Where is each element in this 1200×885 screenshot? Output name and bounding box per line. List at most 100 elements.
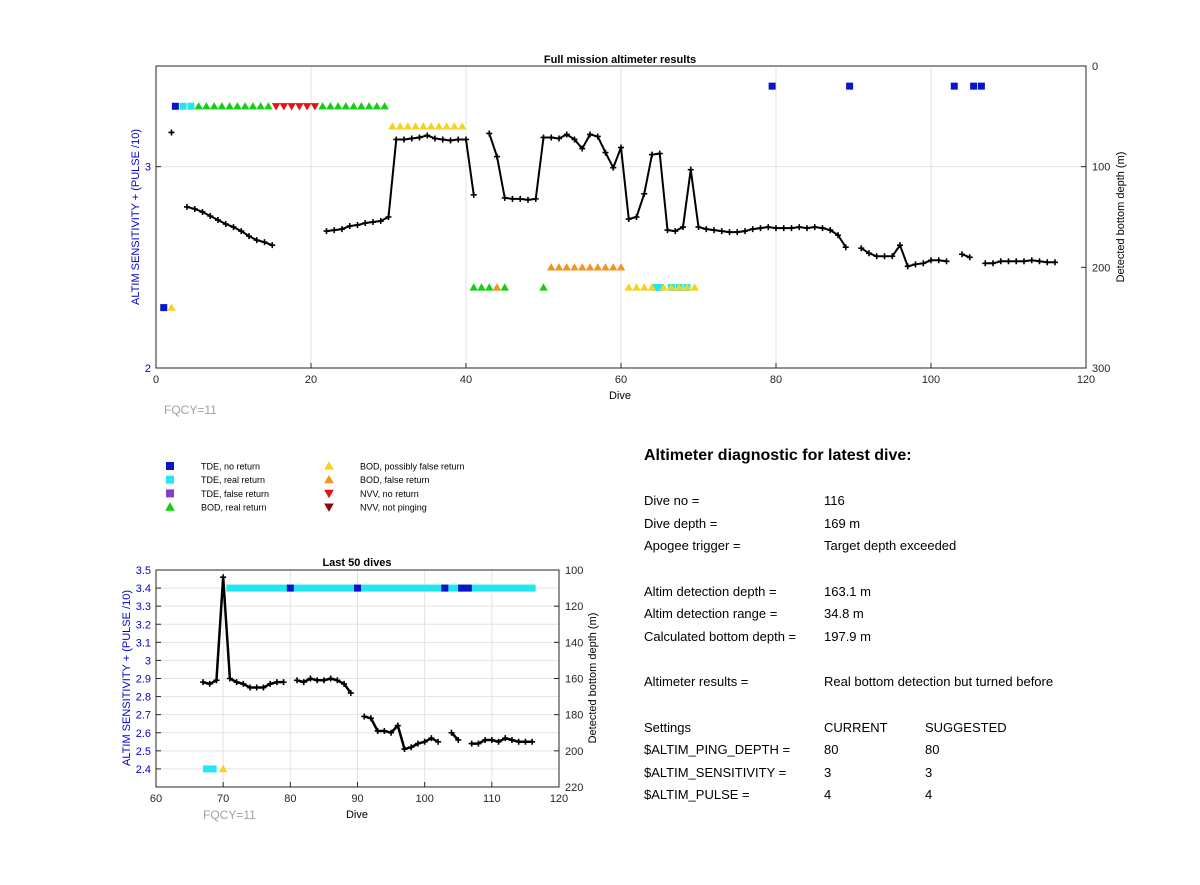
bod-possibly-false-return-marker [419,122,428,130]
diagnostic-title: Altimeter diagnostic for latest dive: [644,447,912,464]
x-tick-label: 40 [460,374,472,386]
tde-real-return-marker [501,584,509,592]
y-left-tick-label: 3.3 [136,601,151,613]
depth-point [773,225,779,232]
bod-real-return-marker [202,102,211,110]
bod-false-return-marker [554,263,564,271]
depth-point [680,224,686,231]
depth-point [267,680,274,687]
tde-real-return-marker [293,584,301,592]
depth-point [819,225,826,232]
depth-point [233,679,240,686]
depth-point [959,251,965,258]
nvv-not-pinging-legend-icon [324,503,334,512]
depth-point [522,738,529,745]
depth-point [331,227,338,234]
y-left-tick-label: 2.9 [136,674,151,686]
chart-title: Last 50 dives [322,557,391,569]
depth-point [388,729,395,736]
tde-real-return-marker [239,584,247,592]
tde-real-return-marker [226,584,234,592]
current-label: CURRENT [824,720,888,735]
depth-point [455,736,462,743]
y-left-tick-label: 3 [145,655,151,667]
bod-false-return-marker [578,263,587,271]
tde-real-return-marker [259,584,267,592]
tde-no-return-marker [768,82,776,90]
bod-real-return-marker [477,283,486,291]
apogee-label: Apogee trigger = [644,538,741,553]
depth-point [307,675,314,682]
bod-possibly-false-return-marker [411,122,420,130]
tde-real-return-marker [327,584,335,592]
depth-point [421,738,428,745]
depth-point [757,225,764,232]
depth-point [439,136,446,143]
depth-point [982,260,989,267]
depth-point [401,746,408,753]
tde-no-return-marker [950,82,958,90]
nvv-no-return-marker [279,103,289,111]
setting-current: 3 [824,765,832,780]
depth-point [695,224,702,231]
bod-possibly-false-return-marker [426,122,436,130]
detection-range-label: Altim detection range = [644,606,778,621]
dive-depth-value: 169 m [824,516,861,531]
depth-point [858,245,865,252]
depth-point [468,740,475,747]
bod-real-return-marker [209,102,219,110]
dive-no-label: Dive no = [644,493,700,508]
setting-suggested: 80 [925,742,940,757]
tde-real-return-marker [306,584,314,592]
depth-point [206,680,213,687]
depth-point [273,679,280,686]
depth-point [515,738,522,745]
bod-real-return-marker [372,102,382,110]
depth-point [835,232,841,239]
nvv-no-return-marker [302,103,312,111]
bod-real-return-marker [318,102,327,110]
bod-real-return-marker [341,102,351,110]
depth-point [610,164,617,171]
marker-legend: TDE, no return TDE, real return TDE, false… [165,461,465,513]
y-right-tick-label: 200 [565,746,583,758]
depth-point [842,244,849,251]
depth-point [711,227,717,234]
nvv-no-return-marker [295,103,304,111]
dive-depth-label: Dive depth = [644,516,718,531]
depth-point [811,224,818,231]
depth-point [213,677,220,684]
bod-real-return-marker [485,283,494,291]
depth-point [649,151,655,158]
depth-point [207,212,214,219]
tde-real-return-marker [421,584,429,592]
bod-possibly-false-return-marker [690,283,699,291]
nvv-no-return-legend-icon [324,489,334,499]
depth-point [742,228,748,235]
depth-point [230,224,237,231]
legend-label: NVV, no return [360,489,419,499]
depth-point [253,684,260,691]
last-50-dives-chart: Last 50 dives 60 70 80 90 100 110 120 2.4 2.5 2.6… [121,557,599,822]
tde-real-return-marker [652,283,660,291]
depth-point [374,727,381,734]
depth-point [625,216,632,223]
tde-real-return-marker [495,584,503,592]
x-tick-label: 100 [922,374,940,386]
bod-false-return-marker [570,263,579,271]
depth-point [354,222,361,229]
bod-false-return-marker [547,263,556,271]
tde-no-return-marker [286,584,294,592]
depth-point [804,225,810,232]
depth-point [238,228,245,235]
bod-false-return-marker [609,263,618,271]
depth-point [556,135,562,142]
y-axis-right-label: Detected bottom depth (m) [587,613,599,744]
tde-no-return-marker [458,584,466,592]
depth-point [765,224,772,231]
depth-point [563,131,570,138]
y-right-tick-label: 100 [565,565,583,577]
depth-point [517,195,524,202]
depth-point [633,214,640,220]
depth-point [370,219,376,226]
